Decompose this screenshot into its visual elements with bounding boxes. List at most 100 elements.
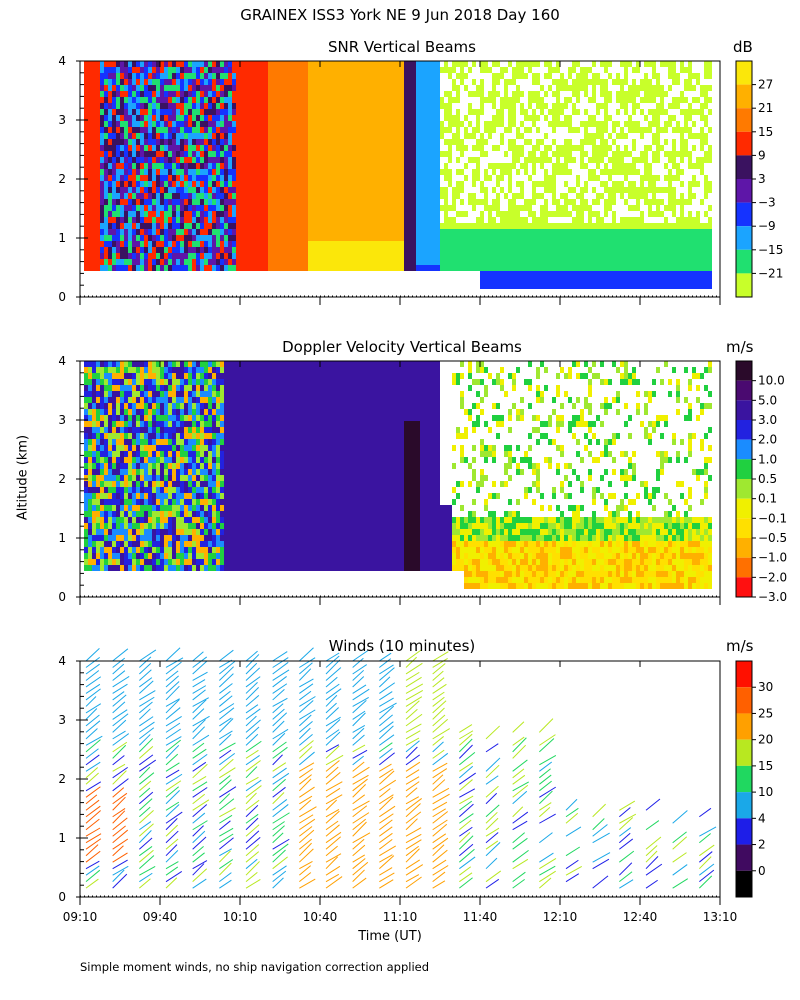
snr-cell	[492, 163, 496, 169]
snr-cell	[208, 85, 212, 91]
snr-cell	[396, 223, 400, 229]
snr-cell	[424, 85, 428, 91]
snr-cell	[548, 253, 552, 259]
snr-cell	[540, 223, 544, 229]
snr-cell	[304, 85, 308, 91]
snr-cell	[328, 115, 332, 121]
snr-cell	[100, 61, 104, 67]
snr-cell	[292, 97, 296, 103]
snr-cell	[628, 115, 632, 121]
snr-cell	[708, 253, 712, 259]
snr-cell	[436, 157, 440, 163]
snr-cell	[308, 127, 312, 133]
snr-cell	[228, 85, 232, 91]
snr-cell	[596, 241, 600, 247]
snr-cell	[392, 91, 396, 97]
snr-cell	[412, 229, 416, 235]
snr-cell	[688, 277, 692, 283]
snr-cell	[592, 175, 596, 181]
snr-cell	[168, 259, 172, 265]
snr-cell	[504, 79, 508, 85]
snr-cell	[448, 103, 452, 109]
snr-cell	[180, 151, 184, 157]
snr-cell	[620, 235, 624, 241]
colorbar-swatch	[736, 226, 752, 250]
snr-cell	[276, 229, 280, 235]
snr-cell	[200, 127, 204, 133]
snr-cell	[200, 205, 204, 211]
snr-cell	[248, 73, 252, 79]
snr-cell	[512, 67, 516, 73]
snr-cell	[172, 265, 176, 271]
snr-cell	[112, 175, 116, 181]
snr-cell	[628, 127, 632, 133]
snr-cell	[316, 79, 320, 85]
snr-cell	[212, 115, 216, 121]
snr-cell	[140, 211, 144, 217]
snr-cell	[396, 97, 400, 103]
snr-cell	[128, 115, 132, 121]
snr-cell	[332, 235, 336, 241]
snr-cell	[320, 217, 324, 223]
snr-cell	[516, 277, 520, 283]
snr-cell	[604, 127, 608, 133]
snr-cell	[356, 85, 360, 91]
snr-cell	[684, 127, 688, 133]
snr-cell	[116, 211, 120, 217]
snr-cell	[604, 229, 608, 235]
snr-cell	[504, 151, 508, 157]
snr-cell	[456, 145, 460, 151]
snr-cell	[348, 247, 352, 253]
snr-cell	[364, 193, 368, 199]
snr-cell	[396, 73, 400, 79]
snr-cell	[492, 169, 496, 175]
snr-cell	[564, 181, 568, 187]
snr-cell	[592, 247, 596, 253]
snr-cell	[496, 271, 500, 277]
snr-cell	[336, 91, 340, 97]
snr-cell	[580, 157, 584, 163]
snr-cell	[432, 235, 436, 241]
snr-cell	[532, 277, 536, 283]
snr-cell	[208, 259, 212, 265]
snr-cell	[700, 145, 704, 151]
snr-cell	[168, 229, 172, 235]
snr-cell	[156, 67, 160, 73]
snr-cell	[320, 253, 324, 259]
snr-cell	[100, 151, 104, 157]
snr-cell	[548, 109, 552, 115]
snr-cell	[488, 97, 492, 103]
snr-cell	[476, 223, 480, 229]
snr-cell	[112, 211, 116, 217]
snr-cell	[512, 223, 516, 229]
snr-cell	[412, 121, 416, 127]
snr-cell	[276, 139, 280, 145]
snr-cell	[624, 103, 628, 109]
snr-cell	[520, 235, 524, 241]
snr-cell	[436, 67, 440, 73]
snr-cell	[500, 211, 504, 217]
snr-cell	[320, 229, 324, 235]
snr-cell	[436, 169, 440, 175]
snr-cell	[696, 259, 700, 265]
snr-cell	[420, 247, 424, 253]
snr-cell	[596, 271, 600, 277]
snr-cell	[340, 181, 344, 187]
snr-cell	[160, 115, 164, 121]
snr-cell	[624, 91, 628, 97]
snr-cell	[556, 265, 560, 271]
snr-cell	[628, 151, 632, 157]
snr-cell	[448, 223, 452, 229]
snr-cell	[480, 277, 484, 283]
snr-cell	[616, 271, 620, 277]
snr-cell	[240, 151, 244, 157]
snr-cell	[432, 73, 436, 79]
snr-cell	[184, 205, 188, 211]
snr-cell	[472, 157, 476, 163]
snr-cell	[228, 175, 232, 181]
snr-cell	[244, 247, 248, 253]
snr-cell	[656, 235, 660, 241]
snr-cell	[184, 109, 188, 115]
snr-cell	[284, 259, 288, 265]
